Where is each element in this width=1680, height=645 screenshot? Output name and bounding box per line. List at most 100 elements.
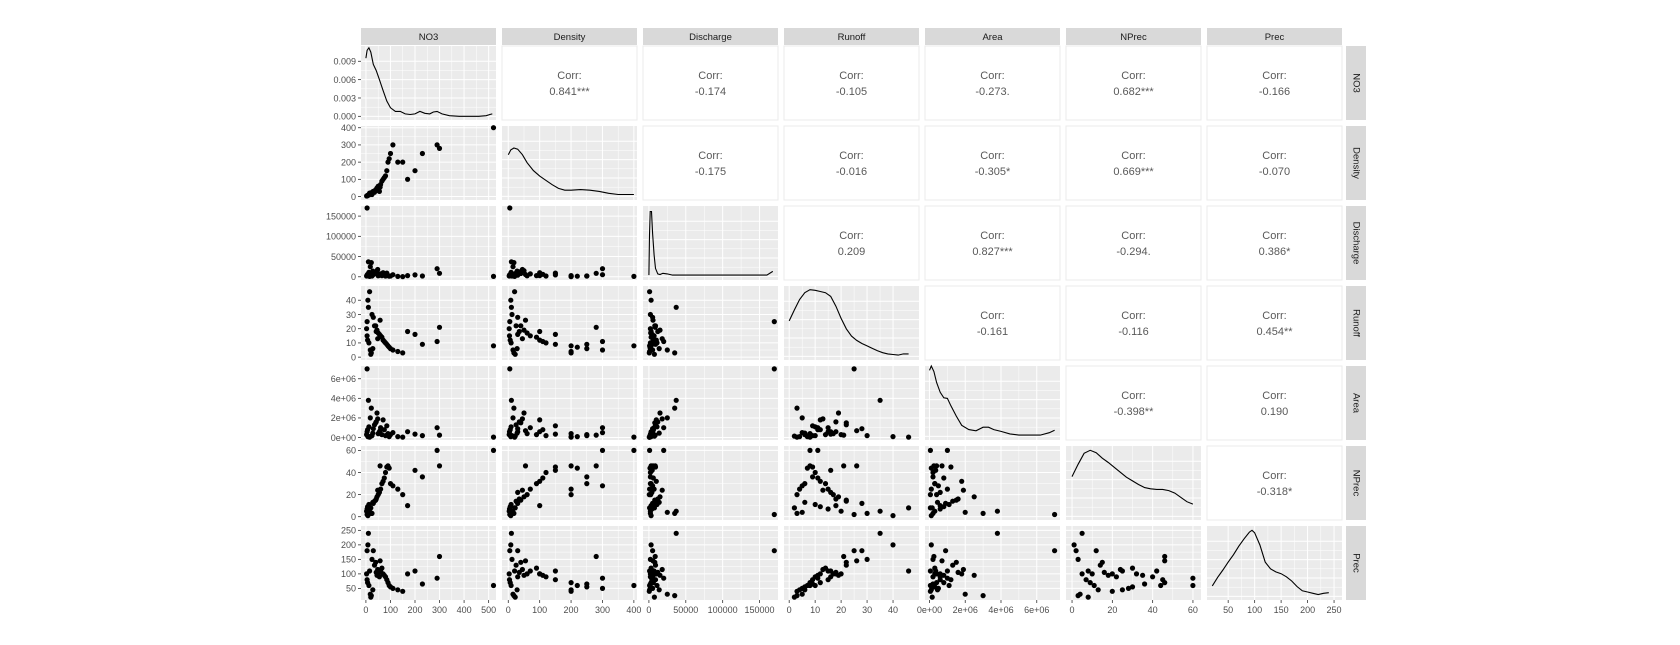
scatter-point xyxy=(593,324,599,330)
x-tick-label: 6e+06 xyxy=(1024,605,1049,615)
correlation-value: -0.070 xyxy=(1259,166,1290,178)
y-tick-label: 200 xyxy=(341,540,356,550)
x-tick-label: 400 xyxy=(457,605,472,615)
scatter-point xyxy=(434,338,440,345)
scatter-point xyxy=(508,501,514,508)
correlation-value: -0.294. xyxy=(1116,246,1150,258)
scatter-point xyxy=(374,410,380,416)
row-strip-label: Prec xyxy=(1350,553,1361,573)
correlation-value: 0.841*** xyxy=(549,86,590,98)
panel-bg xyxy=(361,46,496,120)
scatter-point xyxy=(513,323,519,329)
y-tick-label: 100000 xyxy=(326,232,356,242)
scatter-point xyxy=(672,350,678,356)
column-strip-bg xyxy=(1066,28,1201,45)
correlation-panel-bg xyxy=(1065,125,1202,201)
correlation-value: -0.161 xyxy=(977,326,1008,338)
panel-nprec-runoff xyxy=(784,446,919,520)
scatter-point xyxy=(927,568,934,574)
scatter-point xyxy=(375,266,381,273)
scatter-point xyxy=(382,173,389,179)
correlation-panel-bg xyxy=(1065,45,1202,121)
scatter-point xyxy=(851,366,857,372)
scatter-point xyxy=(1075,556,1081,563)
scatter-point xyxy=(395,587,401,593)
x-tick-label: 20 xyxy=(836,605,846,615)
correlation-label: Corr: xyxy=(1121,230,1145,242)
scatter-point xyxy=(377,463,383,469)
correlation-value: -0.175 xyxy=(695,166,726,178)
scatter-point xyxy=(552,568,559,574)
y-tick-label: 0 xyxy=(351,512,356,522)
scatter-point xyxy=(1079,530,1085,536)
scatter-point xyxy=(928,542,934,548)
scatter-point xyxy=(370,499,376,505)
panel-prec-prec xyxy=(1207,526,1342,600)
scatter-point xyxy=(1109,571,1115,577)
scatter-point xyxy=(672,510,678,516)
scatter-point xyxy=(652,324,658,330)
panel-runoff-nprec: Corr: -0.116 xyxy=(1065,285,1202,361)
scatter-point xyxy=(651,594,658,600)
scatter-point xyxy=(661,447,667,453)
scatter-point xyxy=(419,341,425,347)
scatter-point xyxy=(771,511,777,518)
correlation-value: 0.454** xyxy=(1256,326,1293,338)
scatter-point xyxy=(1073,548,1079,554)
panel-runoff-area: Corr: -0.161 xyxy=(924,285,1061,361)
scatter-point xyxy=(373,328,379,335)
scatter-point xyxy=(552,577,559,583)
y-tick-label: 300 xyxy=(341,140,356,150)
scatter-point xyxy=(510,415,516,421)
scatter-point xyxy=(537,417,543,423)
correlation-value: -0.305* xyxy=(975,166,1011,178)
scatter-point xyxy=(655,419,661,425)
scatter-point xyxy=(946,582,952,589)
panel-discharge-density xyxy=(502,205,637,280)
correlation-label: Corr: xyxy=(698,150,722,162)
scatter-point xyxy=(574,465,580,471)
row-strip-discharge: Discharge xyxy=(1346,206,1366,280)
scatter-point xyxy=(937,489,943,495)
panel-prec-discharge xyxy=(643,526,778,600)
scatter-point xyxy=(511,568,518,574)
scatter-point xyxy=(1052,548,1058,554)
scatter-point xyxy=(537,273,543,279)
scatter-point xyxy=(599,585,606,592)
correlation-value: -0.318* xyxy=(1257,486,1293,498)
x-tick-label: 0 xyxy=(787,605,792,615)
scatter-point xyxy=(599,430,606,436)
scatter-point xyxy=(390,430,396,436)
correlation-label: Corr: xyxy=(980,230,1004,242)
scatter-point xyxy=(377,271,383,278)
correlation-value: 0.669*** xyxy=(1113,166,1154,178)
scatter-point xyxy=(490,125,497,131)
scatter-point xyxy=(664,509,670,515)
y-tick-label: 60 xyxy=(346,446,356,456)
scatter-point xyxy=(651,351,658,357)
scatter-point xyxy=(434,575,440,581)
scatter-point xyxy=(994,530,1001,536)
scatter-point xyxy=(518,559,524,565)
panel-bg xyxy=(784,366,919,440)
scatter-point xyxy=(664,347,670,353)
correlation-value: -0.398** xyxy=(1114,406,1154,418)
column-strip-bg xyxy=(784,28,919,45)
scatter-point xyxy=(405,176,411,182)
scatter-point xyxy=(522,317,529,323)
scatter-point xyxy=(405,503,411,509)
panel-bg xyxy=(502,126,637,200)
column-strip-density: Density xyxy=(502,28,637,45)
scatter-point xyxy=(552,423,559,429)
panel-nprec-area xyxy=(925,446,1060,520)
scatter-point xyxy=(521,410,527,416)
scatter-point xyxy=(649,568,655,574)
scatter-point xyxy=(812,582,818,589)
x-tick-label: 300 xyxy=(432,605,447,615)
scatter-point xyxy=(941,504,947,510)
scatter-point xyxy=(371,562,378,568)
scatter-point xyxy=(1125,585,1132,592)
scatter-point xyxy=(1162,580,1168,586)
scatter-point xyxy=(807,447,813,453)
scatter-point xyxy=(574,273,580,279)
